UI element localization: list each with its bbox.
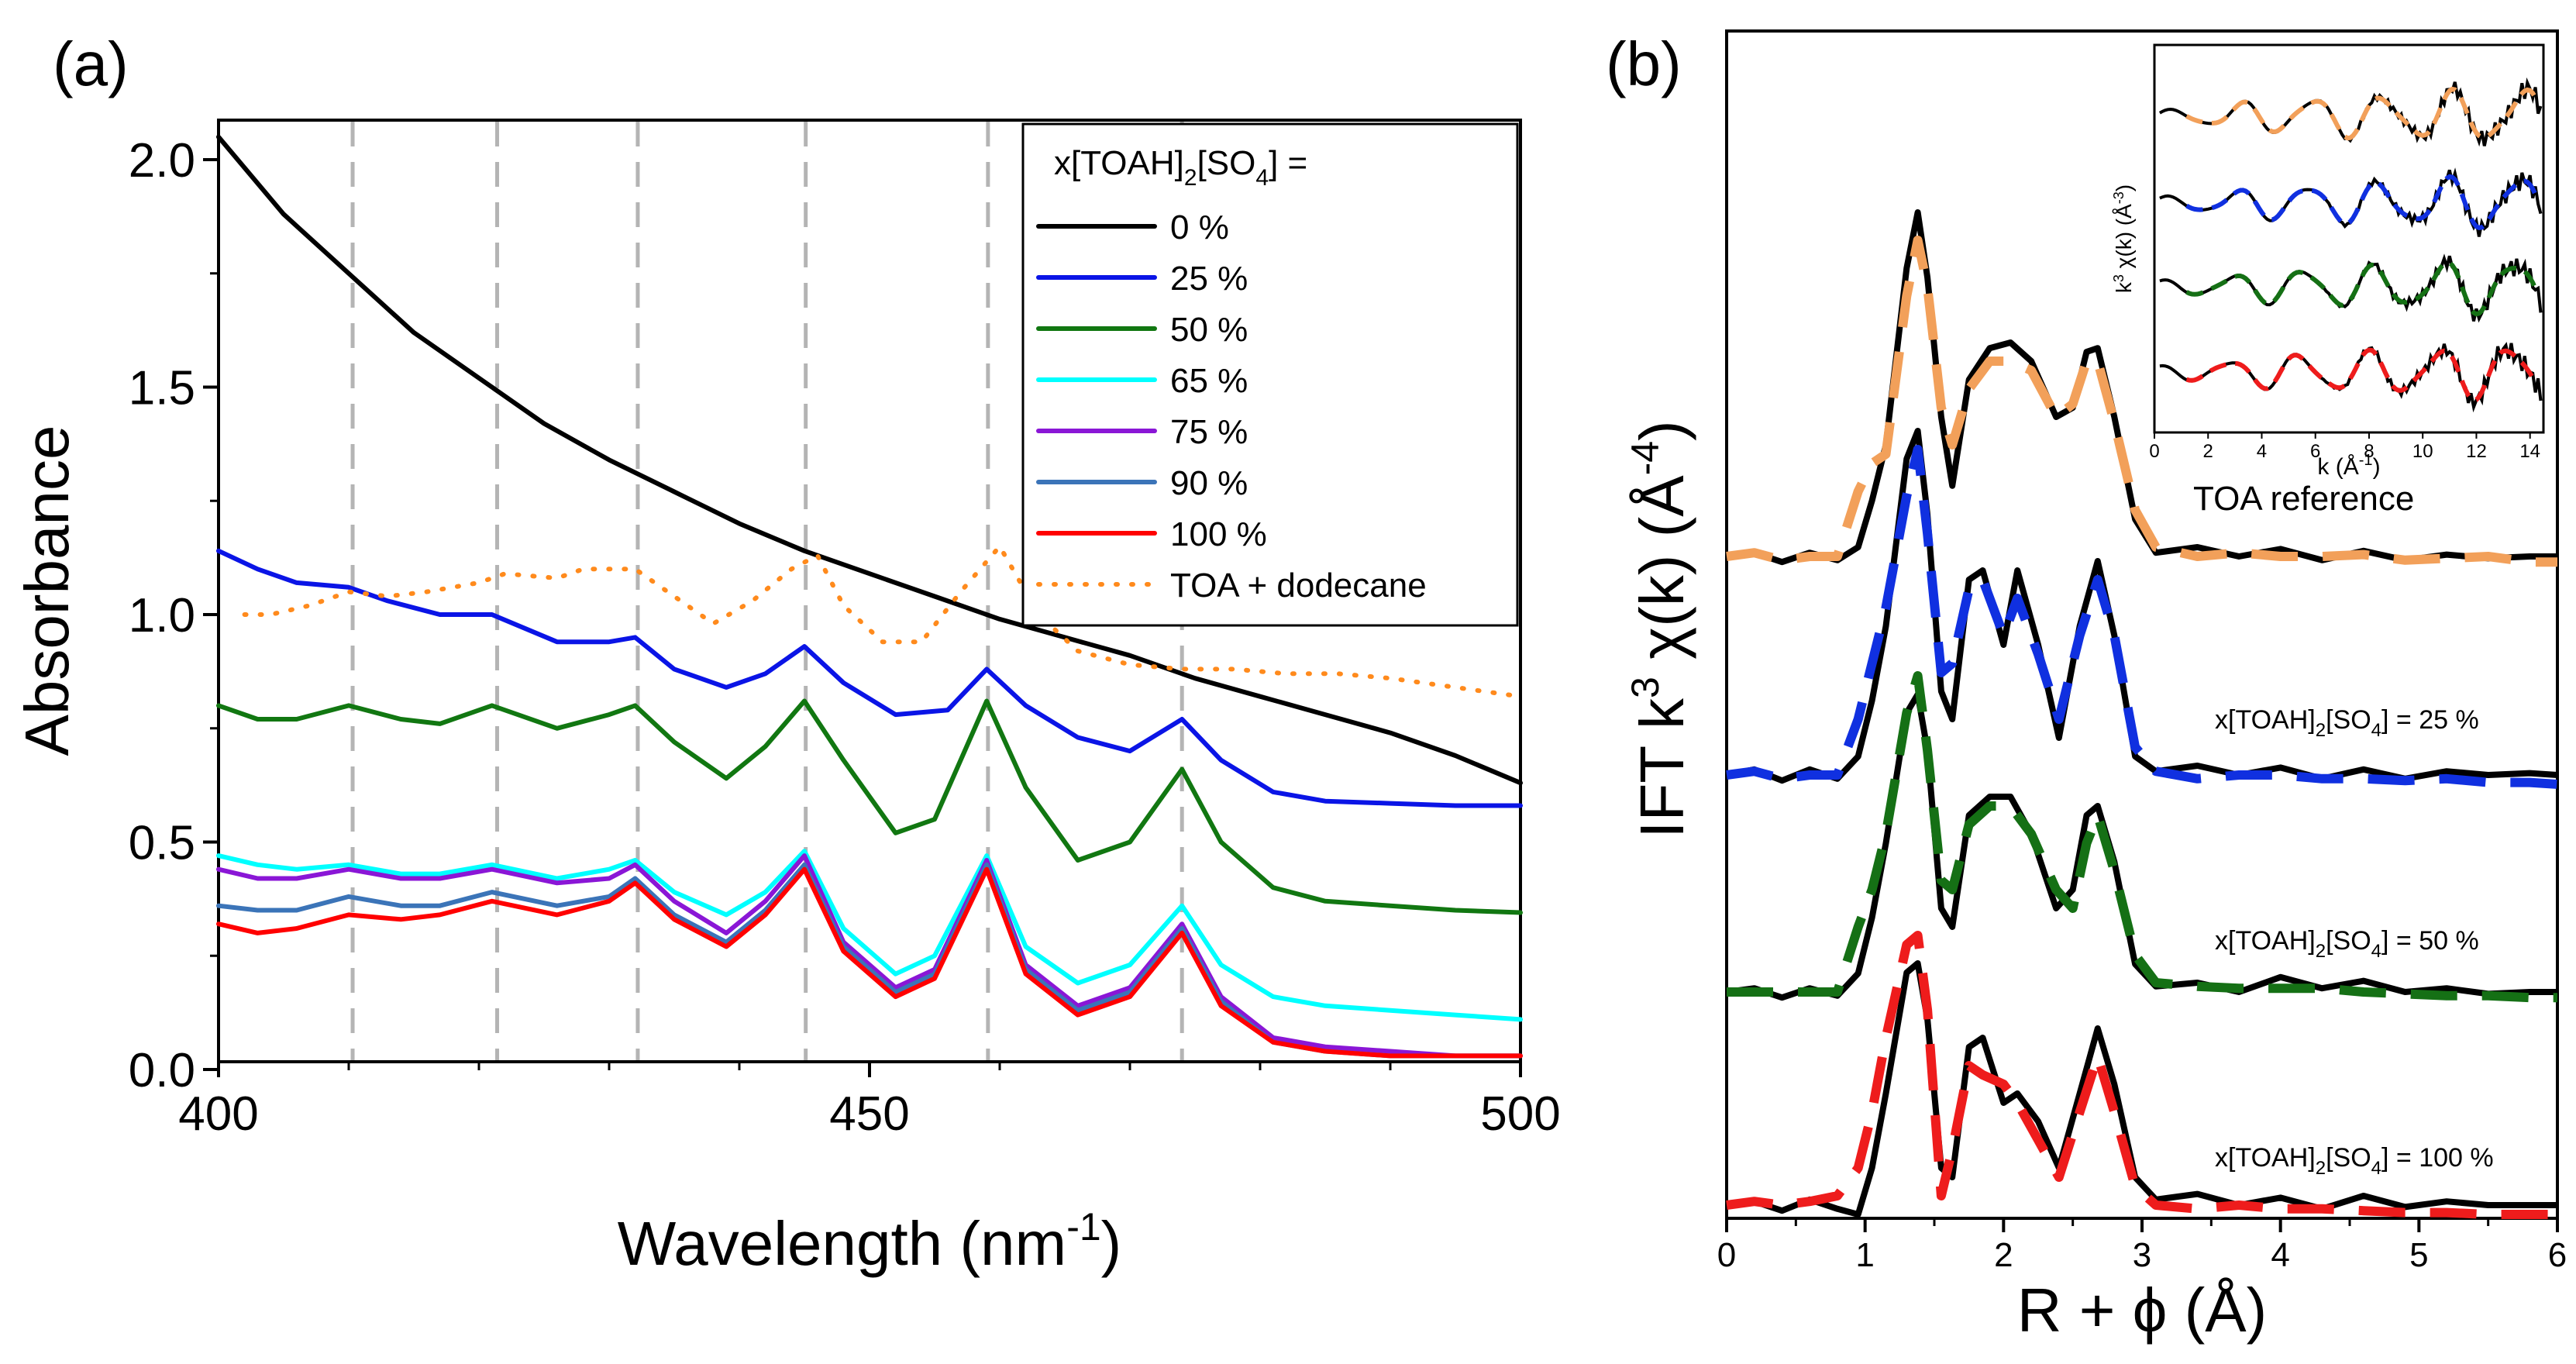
series-labels: TOA reference x[TOAH]2[SO4] = 25 % x[TOAH]… — [2193, 480, 2494, 1179]
inset-x-tick-label: 0 — [2149, 441, 2159, 462]
fit-line — [1726, 960, 2557, 1218]
absorbance-series — [216, 134, 1523, 1059]
series-label: x[TOAH]2[SO4] = 25 % — [2215, 705, 2479, 741]
y-tick-label: 2.0 — [129, 134, 195, 188]
inset-data-line — [2185, 174, 2538, 230]
legend-label: 100 % — [1170, 515, 1267, 553]
legend-label: 50 % — [1170, 311, 1248, 349]
x-tick-label: 0 — [1717, 1236, 1736, 1274]
data-line — [1726, 931, 2557, 1219]
inset-x-tick-label: 14 — [2519, 441, 2540, 462]
series-line — [216, 849, 1523, 1022]
inset-x-tick-label: 6 — [2310, 441, 2320, 462]
x-tick-label: 6 — [2548, 1236, 2567, 1274]
x-tick-label: 2 — [1994, 1236, 2013, 1274]
series-line — [216, 698, 1523, 915]
series-label: x[TOAH]2[SO4] = 50 % — [2215, 926, 2479, 962]
y-tick-label: 0.5 — [129, 817, 195, 870]
legend-label: 25 % — [1170, 260, 1248, 298]
x-tick-label: 400 — [178, 1087, 258, 1141]
y-axis-label-b: IFT k3 χ(k) (Å-4) — [1624, 420, 1696, 838]
legend-box — [1021, 122, 1519, 627]
absorbance-chart: (a) 400 450 500 0.0 0.5 1.0 1.5 2.0 Wavelength… — [12, 29, 1561, 1278]
x-tick-label: 4 — [2271, 1236, 2289, 1274]
inset-x-tick-label: 4 — [2257, 441, 2267, 462]
inset-curves — [2158, 77, 2543, 413]
x-axis-ticks-b: 0 1 2 3 4 5 6 — [1717, 1218, 2567, 1274]
legend-items: 0 % 25 % 50 % 65 % 75 % 90 % 100 % TOA + dodeca… — [1036, 208, 1427, 604]
legend-label: 0 % — [1170, 208, 1229, 246]
inset-x-tick-label: 8 — [2364, 441, 2374, 462]
x-tick-label: 1 — [1855, 1236, 1874, 1274]
legend-label: 65 % — [1170, 362, 1248, 400]
y-axis-label-a: Absorbance — [12, 425, 81, 756]
inset-data-line — [2185, 86, 2538, 141]
series-line — [242, 544, 1523, 699]
x-tick-label: 5 — [2409, 1236, 2428, 1274]
inset-x-tick-label: 10 — [2412, 441, 2433, 462]
series-line — [216, 548, 1523, 808]
series-label: x[TOAH]2[SO4] = 100 % — [2215, 1143, 2494, 1179]
series-label: TOA reference — [2193, 480, 2414, 518]
inset-x-tick-label: 12 — [2466, 441, 2487, 462]
y-tick-label: 1.5 — [129, 362, 195, 415]
inset-y-axis-label: k3 χ(k) (Å-3) — [2111, 184, 2136, 293]
legend-label: 75 % — [1170, 413, 1248, 451]
series-line — [216, 866, 1523, 1059]
legend-title: x[TOAH]2[SO4] = — [1054, 144, 1307, 191]
panel-label-a: (a) — [53, 29, 129, 98]
legend-a: x[TOAH]2[SO4] = 0 % 25 % 50 % 65 % 75 % 90 % 1… — [1021, 122, 1519, 627]
legend-label: TOA + dodecane — [1170, 567, 1427, 604]
legend-label: 90 % — [1170, 464, 1248, 502]
series-line — [216, 853, 1523, 1059]
y-axis-ticks: 0.0 0.5 1.0 1.5 2.0 — [129, 134, 219, 1097]
inset-chart: 0 2 4 6 8 10 12 14 k (Å-1) k3 χ(k) (Å-3) — [2111, 43, 2545, 480]
data-line — [1727, 671, 2557, 1003]
x-tick-label: 450 — [829, 1087, 909, 1141]
y-tick-label: 1.0 — [129, 589, 195, 642]
inset-data-line — [2185, 347, 2538, 403]
exafs-chart: (b) TOA reference x[TOAH]2[SO4] = 25 % x[T… — [1606, 29, 2567, 1345]
inset-x-axis-label: k (Å-1) — [2317, 452, 2380, 480]
data-line — [1726, 236, 2557, 567]
x-axis-ticks: 400 450 500 — [178, 1062, 1561, 1141]
panel-label-b: (b) — [1606, 29, 1682, 98]
x-tick-label: 500 — [1480, 1087, 1560, 1141]
x-axis-label-a: Wavelength (nm-1) — [618, 1205, 1122, 1278]
inset-plot-area — [2153, 43, 2545, 434]
inset-data-line — [2185, 260, 2538, 317]
ift-series — [1726, 209, 2558, 1219]
y-tick-label: 0.0 — [129, 1044, 195, 1097]
x-tick-label: 3 — [2133, 1236, 2151, 1274]
data-line — [1726, 445, 2558, 789]
fit-line — [1726, 691, 2557, 1001]
x-axis-label-b: R + ϕ (Å) — [2017, 1276, 2268, 1345]
inset-x-ticks: 0 2 4 6 8 10 12 14 — [2149, 432, 2540, 462]
inset-x-tick-label: 2 — [2203, 441, 2213, 462]
series-line — [216, 134, 1523, 786]
